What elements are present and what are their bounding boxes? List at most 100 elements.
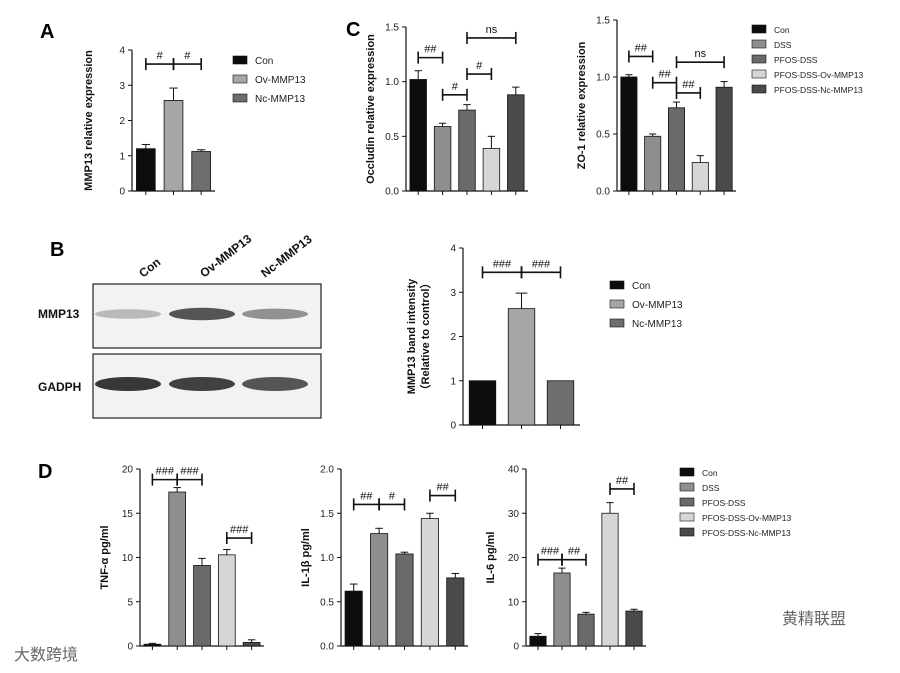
western-blot: Con Ov-MMP13 Nc-MMP13 MMP13 GADPH (38, 231, 322, 419)
y-tick-label: 0 (127, 642, 133, 653)
y-tick-label: 2 (119, 116, 125, 127)
bar-con (143, 643, 162, 647)
panel-label-b: B (50, 239, 64, 261)
legend-swatch (679, 467, 695, 477)
bar-dss (553, 572, 571, 647)
significance-label: ## (658, 69, 671, 81)
legend-swatch (232, 55, 248, 65)
significance-label: ns (486, 24, 498, 36)
y-axis-label: ZO-1 relative expression (576, 41, 588, 169)
watermark-right: 黄精联盟 (782, 610, 846, 628)
legend-label: PFOS-DSS-Nc-MMP13 (774, 85, 863, 95)
significance-label: ### (493, 258, 512, 270)
y-tick-label: 30 (508, 509, 520, 520)
y-tick-label: 15 (122, 509, 134, 520)
y-tick-label: 0 (450, 421, 456, 432)
y-axis-label: IL-6 pg/ml (485, 532, 497, 584)
y-tick-label: 0.5 (320, 597, 334, 608)
y-tick-label: 1 (119, 151, 125, 162)
bar-pfos-dss-ov-mmp13 (420, 518, 439, 647)
bar-con (136, 148, 156, 192)
bar-pfos-dss-nc-mmp13 (625, 610, 643, 647)
panel-label-c: C (346, 19, 360, 41)
y-axis-label: MMP13 relative expression (83, 50, 95, 191)
legend-swatch (751, 69, 767, 79)
y-tick-label: 0.0 (320, 642, 334, 653)
bar-con (409, 79, 427, 192)
significance-label: ## (424, 44, 437, 56)
legend-label: DSS (774, 40, 792, 50)
bar-nc-mmp13 (546, 380, 575, 426)
y-tick-label: 1.0 (320, 553, 334, 564)
y-tick-label: 2 (450, 332, 456, 343)
legend-swatch (679, 512, 695, 522)
y-axis-label: IL-1β pg/ml (300, 528, 312, 587)
significance-label: ### (541, 546, 560, 558)
y-tick-label: 0.5 (385, 132, 399, 143)
significance-label: ## (436, 482, 449, 494)
y-axis-label-line2: （Relative to control） (419, 278, 432, 396)
blot-band (242, 308, 308, 320)
y-tick-label: 1.5 (596, 16, 610, 27)
bar-pfos-dss-ov-mmp13 (691, 162, 709, 192)
significance-label: ### (180, 466, 199, 478)
y-tick-label: 1.0 (596, 73, 610, 84)
y-tick-label: 1.5 (385, 23, 399, 34)
y-tick-label: 10 (508, 597, 520, 608)
legend-label: Ov-MMP13 (255, 75, 306, 86)
legend-swatch (232, 74, 248, 84)
blot-band (169, 377, 235, 391)
significance-label: ## (360, 490, 373, 502)
blot-lane-label-con: Con (136, 255, 163, 280)
y-tick-label: 3 (119, 81, 125, 92)
legend-swatch (232, 93, 248, 103)
significance-label: ### (230, 524, 249, 536)
chart-c2: 0.0 0.5 1.0 1.5 ZO-1 relative expression ## ##… (576, 16, 864, 198)
y-tick-label: 4 (119, 46, 125, 57)
y-tick-label: 0.5 (596, 130, 610, 141)
significance-label: ## (568, 546, 581, 558)
watermark-left: 大数跨境 (14, 645, 78, 664)
legend-swatch (751, 54, 767, 64)
y-tick-label: 0.0 (596, 187, 610, 198)
legend: Con Ov-MMP13 Nc-MMP13 (609, 280, 683, 330)
blot-row-label-mmp13: MMP13 (38, 307, 80, 321)
bar-con (344, 590, 363, 647)
legend-label: PFOS-DSS (774, 55, 818, 65)
significance-label: ## (635, 42, 648, 54)
y-tick-label: 40 (508, 465, 520, 476)
blot-band (95, 377, 161, 391)
legend-label: Con (255, 56, 273, 67)
y-tick-label: 20 (122, 465, 134, 476)
legend: Con Ov-MMP13 Nc-MMP13 (232, 55, 306, 105)
blot-band (169, 307, 235, 321)
y-tick-label: 1.5 (320, 509, 334, 520)
blot-lane-label-nc-mmp13: Nc-MMP13 (258, 232, 315, 281)
bar-con (529, 635, 547, 647)
y-tick-label: 1.0 (385, 77, 399, 88)
significance-label: # (389, 490, 396, 502)
legend-swatch (751, 84, 767, 94)
legend-swatch (609, 280, 625, 290)
bar-pfos-dss-ov-mmp13 (601, 512, 619, 647)
bar-pfos-dss-ov-mmp13 (482, 147, 501, 192)
y-axis-label: MMP13 band intensity (406, 278, 418, 394)
bar-ov-mmp13 (507, 308, 536, 426)
legend-label: Nc-MMP13 (255, 94, 305, 105)
significance-label: ## (616, 475, 629, 487)
bar-pfos-dss-nc-mmp13 (715, 86, 733, 192)
chart-a: 0 1 2 3 4 MMP13 relative expression # # Con Ov-MM… (83, 46, 306, 198)
significance-label: ### (156, 466, 175, 478)
significance-label: ns (694, 48, 706, 60)
bar-con (620, 76, 638, 192)
y-tick-label: 4 (450, 244, 456, 255)
bar-pfos-dss-ov-mmp13 (217, 554, 236, 647)
legend-swatch (679, 482, 695, 492)
y-tick-label: 0 (119, 187, 125, 198)
chart-b2: 0 1 2 3 4 MMP13 band intensity （Relative to co… (406, 244, 683, 432)
chart-d2: 0.00.51.01.52.0IL-1β pg/ml## ### (300, 465, 468, 653)
bar-pfos-dss-nc-mmp13 (507, 94, 525, 192)
legend-swatch (609, 299, 625, 309)
bar-pfos-dss (458, 109, 476, 192)
